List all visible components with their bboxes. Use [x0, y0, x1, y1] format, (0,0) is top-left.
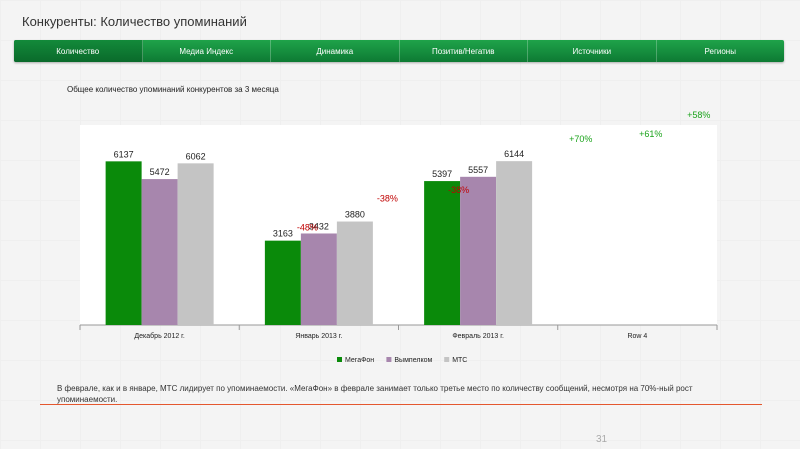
- data-label: 6144: [504, 149, 524, 159]
- x-tick-label: Январь 2013 г.: [295, 333, 342, 340]
- data-label: 5557: [468, 165, 488, 175]
- x-tick-label: Февраль 2013 г.: [452, 333, 504, 340]
- tab-dynamics[interactable]: Динамика: [271, 40, 400, 62]
- change-annotation: +61%: [639, 129, 662, 139]
- legend-label: МегаФон: [345, 357, 374, 364]
- bar: [141, 179, 178, 325]
- legend-swatch: [337, 357, 342, 362]
- bar: [105, 161, 142, 325]
- data-label: 5472: [150, 167, 170, 177]
- data-label: 3880: [345, 210, 365, 220]
- legend-label: Вымпелком: [394, 357, 432, 364]
- data-label: 3432: [309, 221, 329, 231]
- data-label: 6062: [186, 151, 206, 161]
- change-annotation: -38%: [377, 194, 398, 204]
- x-tick-label: Row 4: [627, 333, 647, 340]
- x-tick-label: Декабрь 2012 г.: [134, 332, 184, 340]
- bar: [300, 233, 337, 325]
- change-annotation: +70%: [569, 134, 592, 144]
- data-label: 5397: [432, 169, 452, 179]
- data-label: 6137: [114, 149, 134, 159]
- bar: [424, 181, 461, 325]
- bar: [336, 221, 373, 325]
- tab-media-index[interactable]: Медиа Индекс: [143, 40, 271, 62]
- change-annotation: -38%: [448, 185, 469, 195]
- page-number: 31: [596, 434, 608, 445]
- chart-title: Общее количество упоминаний конкурентов …: [67, 85, 279, 94]
- bar: [264, 240, 301, 325]
- data-label: 3163: [273, 229, 293, 239]
- change-annotation: +58%: [687, 110, 710, 120]
- slide-caption: В феврале, как и в январе, МТС лидирует …: [57, 384, 693, 404]
- legend-swatch: [444, 357, 450, 362]
- tab-quantity[interactable]: Количество: [14, 40, 143, 62]
- bar: [460, 176, 497, 325]
- tab-bar: Количество Медиа Индекс Динамика Позитив…: [14, 40, 784, 62]
- legend-label: МТС: [452, 357, 467, 364]
- tab-sources[interactable]: Источники: [528, 40, 657, 62]
- caption-divider: [40, 404, 762, 405]
- legend-swatch: [386, 357, 392, 362]
- slide-title: Конкуренты: Количество упоминаний: [22, 14, 247, 29]
- change-annotation: -48%: [297, 223, 318, 233]
- tab-positive-negative[interactable]: Позитив/Негатив: [400, 40, 528, 62]
- bar: [496, 161, 533, 325]
- bar: [177, 163, 214, 325]
- tab-regions[interactable]: Регионы: [704, 46, 736, 56]
